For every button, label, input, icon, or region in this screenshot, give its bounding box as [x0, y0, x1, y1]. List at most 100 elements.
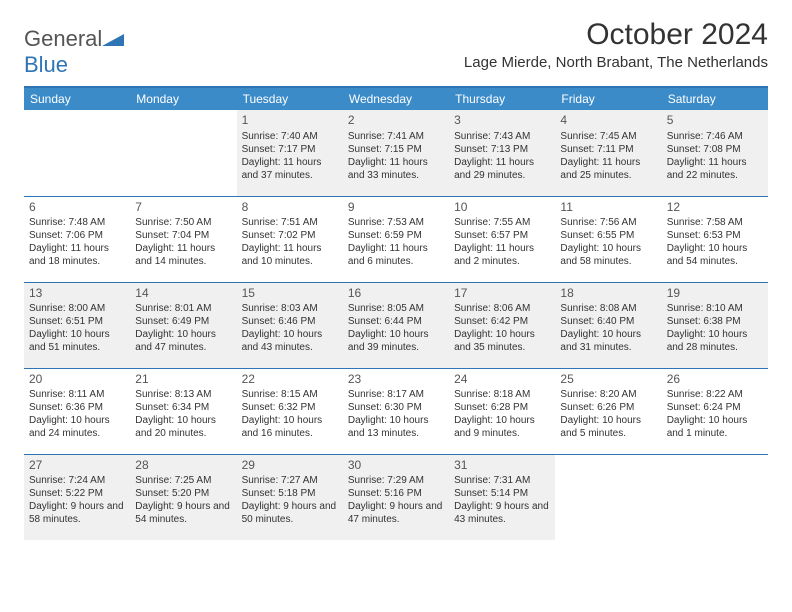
cell-line: Sunrise: 8:18 AM [454, 388, 550, 401]
cell-line: Daylight: 10 hours and 1 minute. [667, 414, 763, 440]
cell-line: Sunset: 7:04 PM [135, 229, 231, 242]
calendar-cell: 21Sunrise: 8:13 AMSunset: 6:34 PMDayligh… [130, 368, 236, 454]
cell-line: Sunrise: 8:05 AM [348, 302, 444, 315]
cell-line: Sunrise: 8:10 AM [667, 302, 763, 315]
logo: GeneralBlue [24, 18, 124, 78]
calendar-cell: 2Sunrise: 7:41 AMSunset: 7:15 PMDaylight… [343, 110, 449, 196]
cell-line: Daylight: 11 hours and 33 minutes. [348, 156, 444, 182]
cell-line: Sunrise: 7:46 AM [667, 130, 763, 143]
calendar-row: 6Sunrise: 7:48 AMSunset: 7:06 PMDaylight… [24, 196, 768, 282]
cell-line: Sunrise: 7:53 AM [348, 216, 444, 229]
cell-line: Sunrise: 7:56 AM [560, 216, 656, 229]
calendar-cell: 28Sunrise: 7:25 AMSunset: 5:20 PMDayligh… [130, 454, 236, 540]
calendar-cell [130, 110, 236, 196]
day-number: 13 [29, 286, 125, 302]
cell-line: Daylight: 10 hours and 54 minutes. [667, 242, 763, 268]
cell-line: Daylight: 11 hours and 37 minutes. [242, 156, 338, 182]
weekday-header: Friday [555, 87, 661, 110]
day-number: 30 [348, 458, 444, 474]
cell-line: Daylight: 9 hours and 50 minutes. [242, 500, 338, 526]
day-number: 24 [454, 372, 550, 388]
weekday-header: Thursday [449, 87, 555, 110]
cell-line: Daylight: 10 hours and 58 minutes. [560, 242, 656, 268]
cell-line: Sunset: 5:18 PM [242, 487, 338, 500]
cell-line: Sunrise: 7:45 AM [560, 130, 656, 143]
calendar-cell: 14Sunrise: 8:01 AMSunset: 6:49 PMDayligh… [130, 282, 236, 368]
cell-line: Sunrise: 7:29 AM [348, 474, 444, 487]
calendar-cell [662, 454, 768, 540]
cell-line: Daylight: 9 hours and 43 minutes. [454, 500, 550, 526]
cell-line: Sunset: 6:36 PM [29, 401, 125, 414]
calendar-cell: 23Sunrise: 8:17 AMSunset: 6:30 PMDayligh… [343, 368, 449, 454]
calendar-cell: 5Sunrise: 7:46 AMSunset: 7:08 PMDaylight… [662, 110, 768, 196]
day-number: 20 [29, 372, 125, 388]
cell-line: Sunrise: 8:03 AM [242, 302, 338, 315]
calendar-cell: 17Sunrise: 8:06 AMSunset: 6:42 PMDayligh… [449, 282, 555, 368]
day-number: 12 [667, 200, 763, 216]
day-number: 8 [242, 200, 338, 216]
cell-line: Sunset: 7:06 PM [29, 229, 125, 242]
calendar-cell: 27Sunrise: 7:24 AMSunset: 5:22 PMDayligh… [24, 454, 130, 540]
cell-line: Sunrise: 8:13 AM [135, 388, 231, 401]
cell-line: Daylight: 10 hours and 47 minutes. [135, 328, 231, 354]
cell-line: Sunset: 6:49 PM [135, 315, 231, 328]
calendar-cell: 6Sunrise: 7:48 AMSunset: 7:06 PMDaylight… [24, 196, 130, 282]
cell-line: Sunset: 6:42 PM [454, 315, 550, 328]
weekday-header: Wednesday [343, 87, 449, 110]
cell-line: Daylight: 10 hours and 35 minutes. [454, 328, 550, 354]
cell-line: Sunset: 7:13 PM [454, 143, 550, 156]
cell-line: Sunrise: 7:48 AM [29, 216, 125, 229]
month-title: October 2024 [464, 18, 768, 52]
day-number: 28 [135, 458, 231, 474]
cell-line: Sunrise: 7:51 AM [242, 216, 338, 229]
day-number: 4 [560, 113, 656, 129]
weekday-header-row: SundayMondayTuesdayWednesdayThursdayFrid… [24, 87, 768, 110]
weekday-header: Monday [130, 87, 236, 110]
day-number: 1 [242, 113, 338, 129]
day-number: 27 [29, 458, 125, 474]
cell-line: Sunrise: 7:31 AM [454, 474, 550, 487]
cell-line: Sunset: 7:02 PM [242, 229, 338, 242]
day-number: 9 [348, 200, 444, 216]
cell-line: Sunset: 6:28 PM [454, 401, 550, 414]
cell-line: Sunrise: 8:22 AM [667, 388, 763, 401]
calendar-cell: 10Sunrise: 7:55 AMSunset: 6:57 PMDayligh… [449, 196, 555, 282]
day-number: 29 [242, 458, 338, 474]
calendar-row: 13Sunrise: 8:00 AMSunset: 6:51 PMDayligh… [24, 282, 768, 368]
day-number: 23 [348, 372, 444, 388]
day-number: 3 [454, 113, 550, 129]
cell-line: Sunset: 7:08 PM [667, 143, 763, 156]
cell-line: Sunset: 6:34 PM [135, 401, 231, 414]
cell-line: Daylight: 10 hours and 9 minutes. [454, 414, 550, 440]
day-number: 15 [242, 286, 338, 302]
cell-line: Sunrise: 8:15 AM [242, 388, 338, 401]
day-number: 21 [135, 372, 231, 388]
cell-line: Daylight: 11 hours and 10 minutes. [242, 242, 338, 268]
cell-line: Daylight: 11 hours and 29 minutes. [454, 156, 550, 182]
day-number: 16 [348, 286, 444, 302]
logo-word1: General [24, 26, 102, 51]
cell-line: Sunrise: 8:00 AM [29, 302, 125, 315]
cell-line: Sunset: 5:20 PM [135, 487, 231, 500]
day-number: 2 [348, 113, 444, 129]
cell-line: Sunrise: 7:50 AM [135, 216, 231, 229]
calendar-cell: 18Sunrise: 8:08 AMSunset: 6:40 PMDayligh… [555, 282, 661, 368]
cell-line: Daylight: 10 hours and 43 minutes. [242, 328, 338, 354]
calendar-cell: 29Sunrise: 7:27 AMSunset: 5:18 PMDayligh… [237, 454, 343, 540]
logo-triangle-icon [102, 26, 124, 52]
calendar-cell: 20Sunrise: 8:11 AMSunset: 6:36 PMDayligh… [24, 368, 130, 454]
calendar-row: 1Sunrise: 7:40 AMSunset: 7:17 PMDaylight… [24, 110, 768, 196]
cell-line: Sunrise: 7:25 AM [135, 474, 231, 487]
header: GeneralBlue October 2024 Lage Mierde, No… [24, 18, 768, 78]
calendar-cell: 4Sunrise: 7:45 AMSunset: 7:11 PMDaylight… [555, 110, 661, 196]
calendar-cell: 1Sunrise: 7:40 AMSunset: 7:17 PMDaylight… [237, 110, 343, 196]
day-number: 25 [560, 372, 656, 388]
calendar-body: 1Sunrise: 7:40 AMSunset: 7:17 PMDaylight… [24, 110, 768, 540]
day-number: 17 [454, 286, 550, 302]
calendar-cell: 26Sunrise: 8:22 AMSunset: 6:24 PMDayligh… [662, 368, 768, 454]
cell-line: Daylight: 11 hours and 6 minutes. [348, 242, 444, 268]
calendar-cell [24, 110, 130, 196]
cell-line: Daylight: 11 hours and 18 minutes. [29, 242, 125, 268]
cell-line: Daylight: 10 hours and 20 minutes. [135, 414, 231, 440]
cell-line: Sunset: 6:53 PM [667, 229, 763, 242]
